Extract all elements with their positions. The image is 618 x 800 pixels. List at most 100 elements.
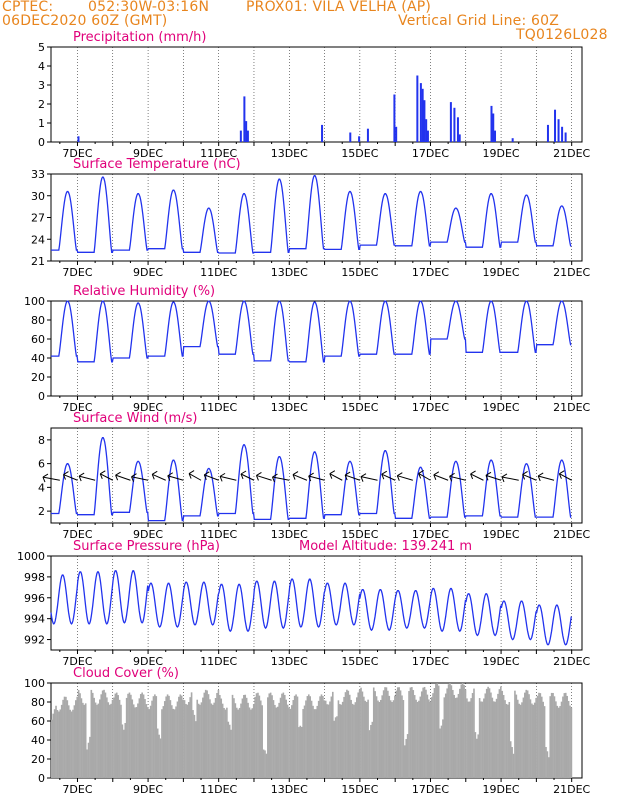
wind-arrow bbox=[256, 474, 272, 481]
header-grid-note: Vertical Grid Line: 60Z bbox=[398, 13, 560, 29]
cloud-bar bbox=[286, 704, 289, 778]
cloud-bar bbox=[432, 693, 434, 778]
precip-bar bbox=[239, 130, 242, 142]
cloud-bar bbox=[227, 721, 230, 778]
cloud-bar bbox=[532, 704, 535, 778]
cloud-bar bbox=[368, 730, 371, 778]
cloud-bar bbox=[299, 725, 302, 778]
wind-arrow bbox=[485, 474, 502, 481]
cloud-bar bbox=[336, 716, 338, 778]
cloud-bar bbox=[394, 695, 396, 778]
cloud-bar bbox=[446, 688, 448, 778]
wind-arrow-head bbox=[99, 473, 103, 479]
x-tick-label: 21DEC bbox=[553, 147, 590, 160]
cloud-bar bbox=[291, 705, 293, 778]
cloud-bar bbox=[375, 696, 378, 778]
cloud-bar bbox=[213, 702, 215, 778]
cloud-bar bbox=[406, 734, 409, 778]
cloud-bar bbox=[209, 699, 211, 778]
cloud-bar bbox=[59, 709, 62, 778]
cloud-bar bbox=[364, 700, 367, 778]
y-tick-label: 100 bbox=[24, 295, 45, 308]
cloud-bar bbox=[131, 699, 134, 778]
cloud-bar bbox=[341, 701, 344, 778]
cloud-bar bbox=[562, 696, 564, 778]
cloud-bar bbox=[226, 707, 228, 778]
cloud-bar bbox=[540, 696, 543, 778]
precip-bar bbox=[349, 132, 352, 142]
cloud-bar bbox=[443, 697, 446, 778]
cloud-bar bbox=[179, 694, 182, 778]
cloud-bar bbox=[316, 705, 319, 778]
cloud-bar bbox=[365, 701, 368, 778]
wind-arrow bbox=[42, 476, 60, 481]
cloud-bar bbox=[569, 705, 571, 778]
cloud-bar bbox=[539, 693, 542, 778]
cloud-bar bbox=[247, 702, 249, 778]
cloud-bar bbox=[566, 695, 568, 778]
x-tick-label: 15DEC bbox=[341, 528, 378, 541]
y-tick-label: 21 bbox=[31, 255, 45, 268]
cloud-bar bbox=[130, 694, 132, 778]
cloud-bar bbox=[563, 693, 566, 778]
cloud-bar bbox=[509, 741, 512, 778]
cloud-bar bbox=[449, 683, 451, 778]
cloud-bar bbox=[269, 692, 272, 778]
cloud-bar bbox=[79, 693, 81, 778]
cloud-bar bbox=[274, 704, 276, 778]
x-tick-label: 17DEC bbox=[412, 401, 449, 414]
y-tick-label: 33 bbox=[31, 168, 45, 181]
cloud-bar bbox=[151, 700, 153, 778]
x-tick-label: 19DEC bbox=[483, 401, 520, 414]
precip-bar bbox=[546, 124, 549, 142]
cloud-bar bbox=[428, 699, 430, 778]
cloud-bar bbox=[553, 696, 556, 778]
cloud-bar bbox=[173, 709, 176, 778]
cloud-bar bbox=[500, 686, 502, 778]
wind-arrow bbox=[522, 474, 537, 481]
cloud-bar bbox=[216, 692, 218, 778]
y-tick-label: 4 bbox=[38, 60, 45, 73]
wind-arrow-head bbox=[344, 471, 351, 476]
cloud-bar bbox=[468, 701, 471, 778]
cloud-bar bbox=[237, 709, 239, 778]
cloud-bar bbox=[217, 689, 220, 778]
cloud-bar bbox=[382, 690, 385, 778]
precip-bar bbox=[395, 126, 398, 142]
cloud-bar bbox=[307, 694, 310, 778]
cloud-bar bbox=[515, 694, 518, 778]
cloud-bar bbox=[329, 701, 331, 778]
x-tick-label: 15DEC bbox=[341, 266, 378, 279]
cloud-bar bbox=[518, 703, 520, 778]
cloud-bar bbox=[498, 689, 501, 778]
cloud-bar bbox=[234, 703, 237, 778]
wind-arrow-head bbox=[272, 476, 275, 483]
x-tick-label: 19DEC bbox=[483, 147, 520, 160]
cloud-bar bbox=[101, 690, 104, 778]
cloud-bar bbox=[108, 704, 111, 778]
cloud-bar bbox=[546, 751, 549, 778]
cloud-bar bbox=[444, 693, 447, 778]
cloud-bar bbox=[271, 695, 273, 778]
wind-arrow bbox=[204, 474, 219, 481]
wind-arrow bbox=[559, 473, 572, 481]
x-tick-label: 11DEC bbox=[200, 401, 237, 414]
cloud-bar bbox=[484, 693, 487, 778]
precip-bar bbox=[449, 102, 452, 142]
y-tick-label: 20 bbox=[31, 753, 45, 766]
cloud-bar bbox=[142, 694, 145, 778]
wind-arrow-head bbox=[63, 471, 69, 476]
x-tick-label: 15DEC bbox=[341, 655, 378, 668]
cloud-bar bbox=[322, 695, 324, 778]
wind-arrow-head bbox=[167, 472, 174, 477]
cloud-bar bbox=[429, 701, 432, 778]
cloud-bar bbox=[306, 696, 309, 778]
x-tick-label: 15DEC bbox=[341, 401, 378, 414]
cloud-bar bbox=[67, 705, 70, 778]
wind-arrow bbox=[131, 476, 149, 481]
cloud-bar bbox=[72, 709, 74, 778]
cloud-bar bbox=[84, 703, 87, 778]
cloud-bar bbox=[310, 700, 313, 778]
cloud-bar bbox=[548, 757, 550, 778]
precip-bar bbox=[494, 130, 497, 142]
